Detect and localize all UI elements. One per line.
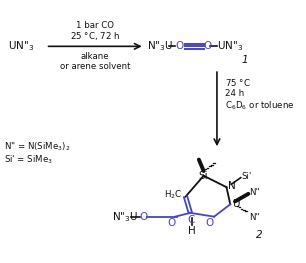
Text: H$_2$C: H$_2$C bbox=[163, 189, 182, 201]
Text: U: U bbox=[232, 199, 240, 209]
Text: 2: 2 bbox=[256, 230, 262, 240]
Text: O: O bbox=[140, 212, 148, 222]
Text: H: H bbox=[188, 226, 196, 236]
Text: 1 bar CO: 1 bar CO bbox=[76, 21, 114, 30]
Text: C: C bbox=[188, 215, 195, 225]
Text: O: O bbox=[206, 218, 214, 227]
Text: UN"$_3$: UN"$_3$ bbox=[217, 39, 243, 53]
Text: N: N bbox=[228, 181, 236, 191]
Text: N"$_3$U: N"$_3$U bbox=[112, 210, 138, 224]
Text: UN"$_3$: UN"$_3$ bbox=[8, 39, 34, 53]
Text: O: O bbox=[175, 41, 183, 51]
Text: 75 $\degree$C: 75 $\degree$C bbox=[225, 77, 250, 88]
Text: 25 $\degree$C, 72 h: 25 $\degree$C, 72 h bbox=[70, 30, 120, 42]
Text: N"$_3$U: N"$_3$U bbox=[147, 39, 174, 53]
Text: N": N" bbox=[249, 188, 260, 197]
Text: O: O bbox=[203, 41, 212, 51]
Text: N": N" bbox=[249, 213, 260, 222]
Text: O: O bbox=[168, 218, 176, 227]
Text: 24 h: 24 h bbox=[225, 89, 244, 98]
Text: alkane: alkane bbox=[81, 52, 110, 61]
Text: Si: Si bbox=[199, 171, 208, 181]
Text: Si': Si' bbox=[242, 172, 252, 181]
Text: C$_6$D$_6$ or toluene: C$_6$D$_6$ or toluene bbox=[225, 99, 294, 112]
Text: 1: 1 bbox=[241, 55, 248, 65]
Text: Si' = SiMe$_3$: Si' = SiMe$_3$ bbox=[4, 153, 53, 166]
Text: N" = N(SiMe$_3$)$_2$: N" = N(SiMe$_3$)$_2$ bbox=[4, 141, 70, 153]
Text: or arene solvent: or arene solvent bbox=[60, 62, 130, 71]
